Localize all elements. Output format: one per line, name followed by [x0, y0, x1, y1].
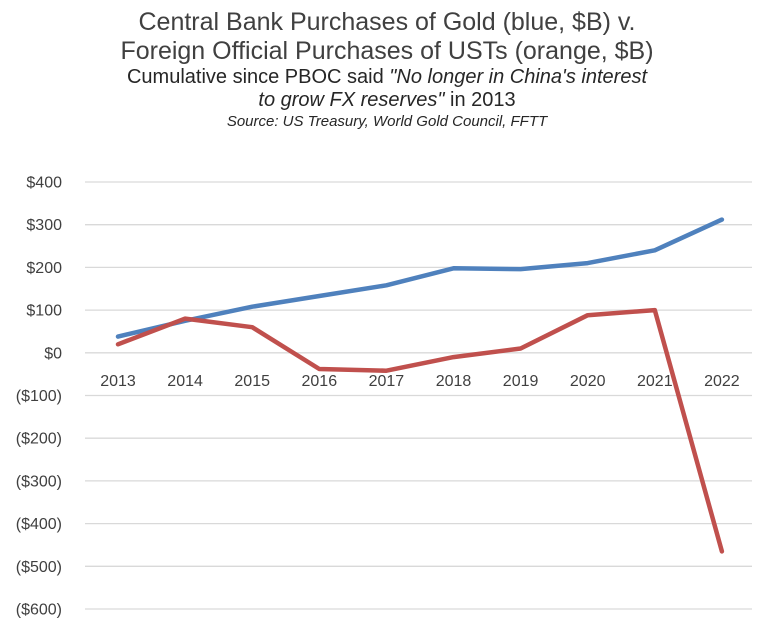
- chart-subtitle-line-2: to grow FX reserves" in 2013: [0, 89, 774, 112]
- chart-title-line-2: Foreign Official Purchases of USTs (oran…: [120, 37, 654, 65]
- x-tick-label: 2014: [167, 373, 203, 390]
- x-tick-label: 2018: [436, 373, 472, 390]
- x-tick-label: 2019: [503, 373, 539, 390]
- subtitle-prefix: Cumulative since PBOC said: [126, 66, 390, 88]
- y-tick-label: $300: [26, 217, 62, 234]
- chart-source: Source: US Treasury, World Gold Council,…: [226, 113, 548, 130]
- y-tick-label: $400: [26, 175, 62, 192]
- subtitle-quote-2: to grow FX reserves": [258, 89, 445, 111]
- y-tick-label: ($400): [16, 516, 62, 533]
- chart-title-line-1: Central Bank Purchases of Gold (blue, $B…: [138, 8, 636, 36]
- y-tick-label: $100: [26, 303, 62, 320]
- y-tick-label: ($100): [16, 388, 62, 405]
- x-tick-label: 2017: [369, 373, 405, 390]
- subtitle-quote-1: "No longer in China's interest: [389, 66, 648, 88]
- y-tick-label: $200: [26, 260, 62, 277]
- y-tick-label: $0: [44, 345, 62, 362]
- y-tick-label: ($600): [16, 602, 62, 619]
- x-tick-label: 2020: [570, 373, 606, 390]
- subtitle-suffix: in 2013: [444, 89, 516, 111]
- x-tick-label: 2013: [100, 373, 136, 390]
- chart-titles: Central Bank Purchases of Gold (blue, $B…: [0, 8, 774, 131]
- y-tick-label: ($200): [16, 431, 62, 448]
- gold-purchases-line: [115, 217, 725, 339]
- y-tick-label: ($300): [16, 473, 62, 490]
- y-tick-label: ($500): [16, 559, 62, 576]
- ust-purchases-line: [115, 307, 725, 554]
- x-tick-label: 2015: [234, 373, 270, 390]
- x-tick-label: 2021: [637, 373, 673, 390]
- x-tick-label: 2022: [704, 373, 740, 390]
- x-tick-label: 2016: [302, 373, 338, 390]
- chart-subtitle: Cumulative since PBOC said "No longer in…: [0, 66, 774, 89]
